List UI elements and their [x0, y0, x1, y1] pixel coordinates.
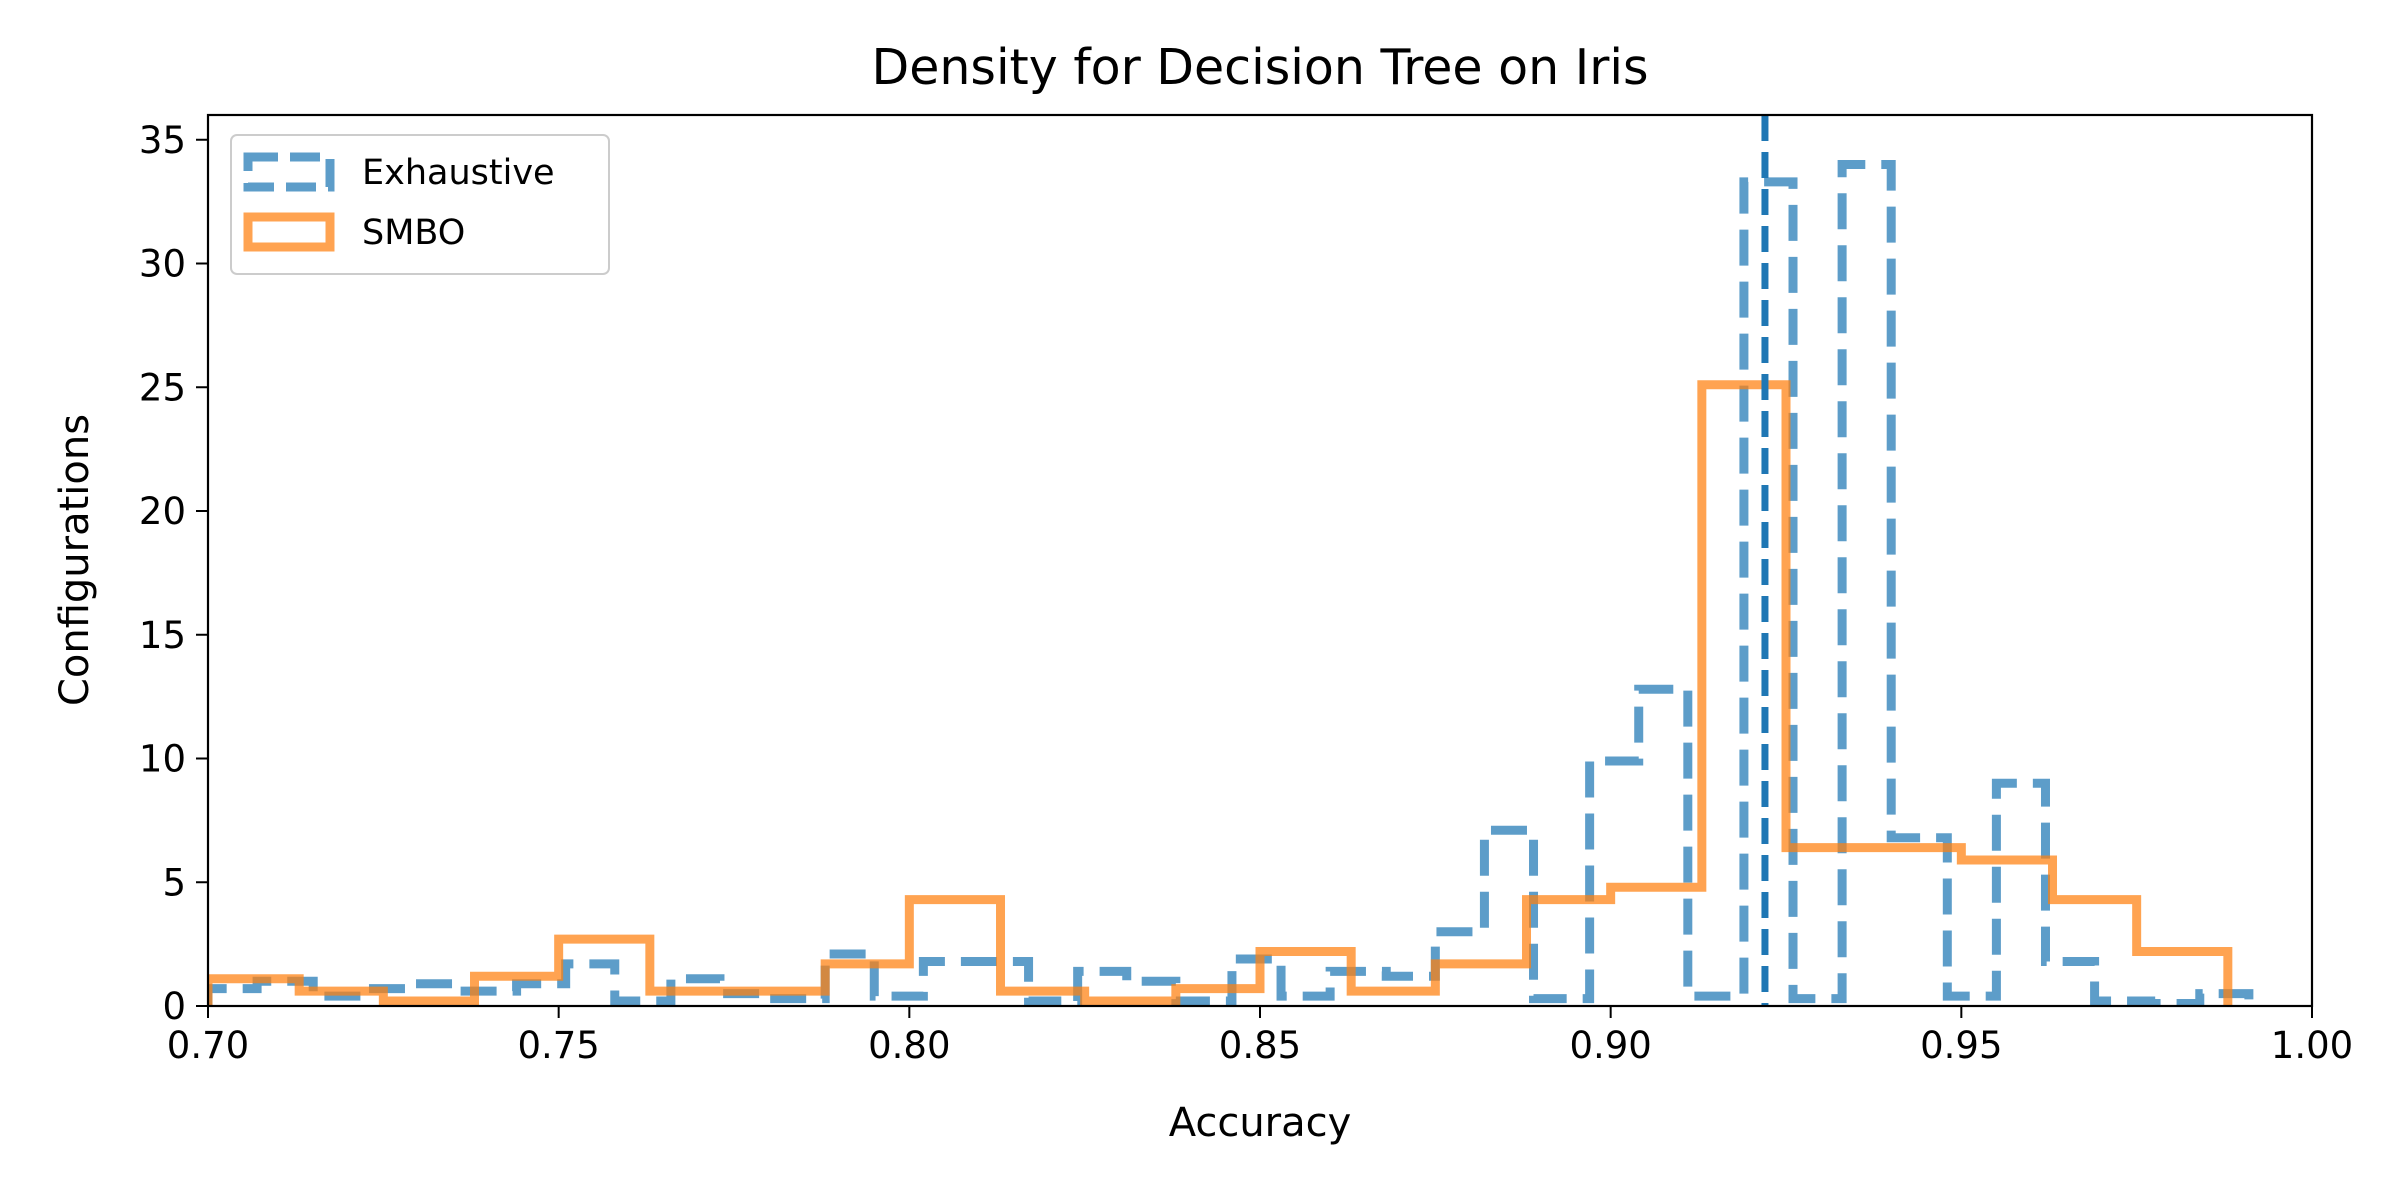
y-axis: 0 5 10 15 20 25 30 35	[139, 119, 208, 1028]
y-axis-title: Configurations	[52, 414, 98, 706]
chart-title: Density for Decision Tree on Iris	[871, 39, 1648, 96]
legend-label-smbo: SMBO	[362, 213, 465, 253]
y-tick-label: 25	[139, 366, 186, 409]
x-tick-label: 0.90	[1569, 1024, 1651, 1067]
y-tick-label: 35	[139, 119, 186, 162]
legend-swatch-smbo	[243, 212, 335, 252]
x-tick-label: 1.00	[2271, 1024, 2353, 1067]
plot-area	[208, 115, 2254, 1006]
y-tick-label: 20	[139, 490, 186, 533]
legend: Exhaustive SMBO	[230, 134, 610, 275]
series-smbo-histogram	[208, 380, 2233, 1006]
x-axis-title: Accuracy	[1169, 1100, 1352, 1146]
x-tick-label: 0.85	[1219, 1024, 1301, 1067]
x-tick-label: 0.95	[1920, 1024, 2002, 1067]
legend-swatch-exhaustive	[243, 152, 335, 192]
legend-label-exhaustive: Exhaustive	[362, 153, 555, 193]
y-tick-label: 10	[139, 738, 186, 781]
y-tick-label: 5	[162, 861, 186, 904]
y-tick-label: 15	[139, 614, 186, 657]
plot-frame	[206, 113, 2314, 1008]
y-tick-label: 30	[139, 243, 186, 286]
x-tick-label: 0.70	[167, 1024, 249, 1067]
series-exhaustive-histogram	[208, 160, 2254, 1006]
x-axis: 0.70 0.75 0.80 0.85 0.90 0.95 1.00	[167, 1006, 2353, 1067]
x-tick-label: 0.80	[868, 1024, 950, 1067]
x-tick-label: 0.75	[517, 1024, 599, 1067]
y-tick-label: 0	[162, 985, 186, 1028]
